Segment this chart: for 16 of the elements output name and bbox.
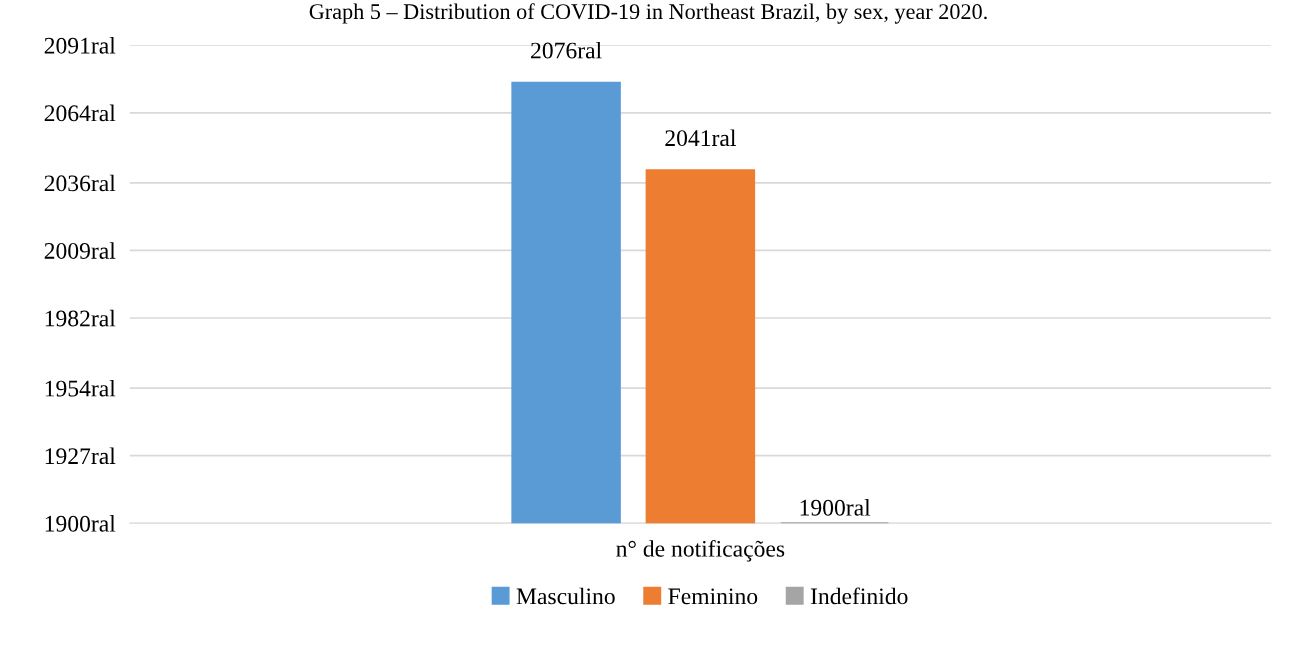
y-tick-label: 2091ral bbox=[44, 37, 116, 54]
y-tick-label: 2036ral bbox=[44, 174, 116, 192]
data-label: 2041ral bbox=[665, 129, 736, 147]
chart-title: Graph 5 – Distribution of COVID-19 in Northeast Brazil, by sex, year 2020. bbox=[309, 3, 987, 24]
x-tick-label: n° de notificações bbox=[616, 539, 785, 562]
legend-label: Indefinido bbox=[810, 587, 908, 605]
y-tick-label: 1954ral bbox=[45, 379, 116, 397]
y-tick-label: 2009ral bbox=[44, 242, 116, 259]
y-tick-label: 1927ral bbox=[45, 447, 116, 465]
legend-label: Masculino bbox=[516, 587, 615, 605]
y-tick-label: 1900ral bbox=[45, 515, 116, 532]
y-tick-label: 1982ral bbox=[45, 309, 116, 327]
data-label: 1900ral bbox=[800, 499, 871, 516]
legend-label: Feminino bbox=[668, 588, 758, 605]
y-tick-label: 2064ral bbox=[44, 104, 116, 122]
data-label: 2076ral bbox=[531, 41, 602, 59]
